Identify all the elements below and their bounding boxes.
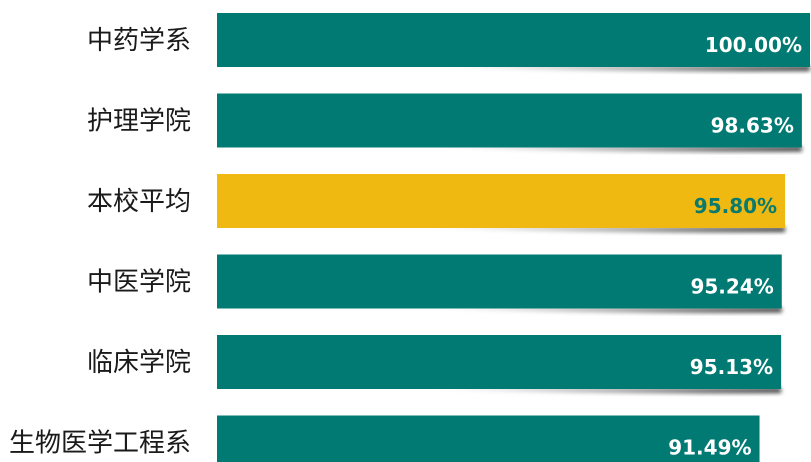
category-label: 中医学院: [87, 268, 191, 298]
bar: [217, 93, 802, 148]
category-label: 临床学院: [87, 348, 191, 378]
bar: [217, 254, 782, 309]
bar-shadow: [414, 388, 782, 394]
value-label: 95.80%: [694, 194, 777, 218]
bar-shadow: [414, 307, 782, 313]
bar-highlight: [217, 174, 786, 228]
value-label: 95.13%: [690, 355, 773, 379]
bar: [217, 13, 810, 67]
category-label: 本校平均: [87, 187, 191, 217]
bar: [217, 335, 782, 389]
bar: [217, 415, 760, 462]
category-label: 中药学系: [87, 26, 191, 56]
bar-shadow: [415, 227, 786, 233]
value-label: 95.24%: [690, 275, 773, 299]
category-label: 护理学院: [87, 107, 191, 137]
bar-shadow: [424, 66, 810, 72]
value-label: 91.49%: [668, 436, 751, 460]
value-label: 98.63%: [711, 114, 794, 138]
value-label: 100.00%: [705, 33, 802, 57]
category-label: 生物医学工程系: [9, 429, 191, 459]
bar-shadow: [421, 146, 802, 152]
